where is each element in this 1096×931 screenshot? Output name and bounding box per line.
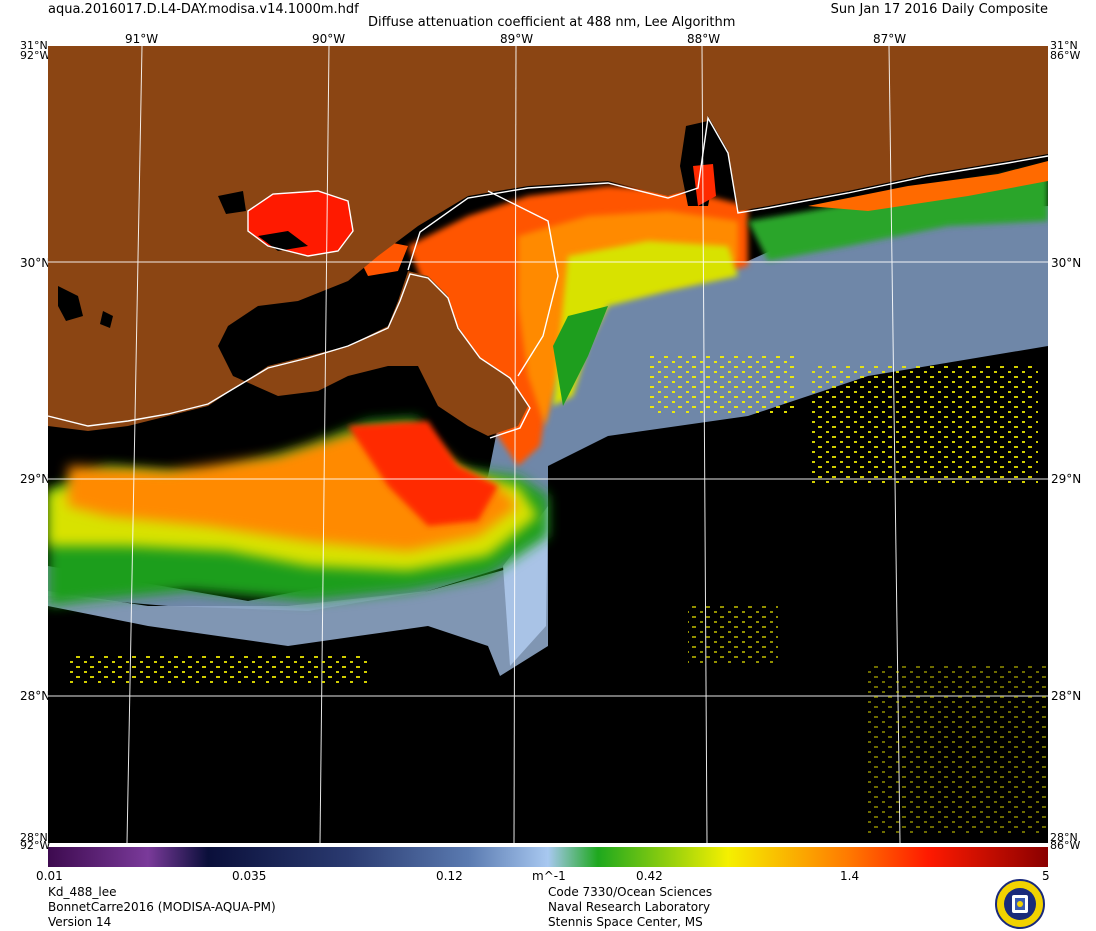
corner-bottom-right-lat: 28°N xyxy=(1050,831,1078,844)
cbar-tick-5: 5 xyxy=(1042,869,1050,883)
footer-dataset: BonnetCarre2016 (MODISA-AQUA-PM) xyxy=(48,900,276,914)
lat-label-30n-right: 30°N xyxy=(1051,256,1082,270)
map-title: Diffuse attenuation coefficient at 488 n… xyxy=(368,15,736,30)
lat-label-28n-right: 28°N xyxy=(1051,689,1082,703)
cbar-tick-0.42: 0.42 xyxy=(636,869,663,883)
speckle-noise xyxy=(68,356,1048,836)
lat-label-29n-right: 29°N xyxy=(1051,472,1082,486)
cbar-units: m^-1 xyxy=(532,869,566,883)
lat-label-29n-left: 29°N xyxy=(20,472,51,486)
footer-product: Kd_488_lee xyxy=(48,885,117,899)
lon-label-87w: 87°W xyxy=(873,32,907,46)
lat-label-30n-left: 30°N xyxy=(20,256,51,270)
corner-bottom-left-lon: 92°W xyxy=(20,839,51,852)
cbar-tick-0.035: 0.035 xyxy=(232,869,267,883)
footer-version: Version 14 xyxy=(48,915,112,929)
colorbar xyxy=(48,847,1048,867)
land-mass xyxy=(48,46,1048,436)
lon-label-91w: 91°W xyxy=(125,32,159,46)
coastline xyxy=(48,115,1048,439)
turbid-plume xyxy=(48,161,1048,606)
corner-top-right-lat: 31°N xyxy=(1050,39,1078,52)
footer-org: Naval Research Laboratory xyxy=(548,900,711,914)
corner-bottom-right-lon: 86°W xyxy=(1050,839,1081,852)
corner-top-right-lon: 86°W xyxy=(1050,49,1081,62)
corner-top-left-lat: 31°N xyxy=(20,39,48,52)
filename-label: aqua.2016017.D.L4-DAY.modisa.v14.1000m.h… xyxy=(48,2,359,17)
cbar-tick-1.4: 1.4 xyxy=(840,869,860,883)
lon-label-88w: 88°W xyxy=(687,32,721,46)
lon-label-90w: 90°W xyxy=(312,32,346,46)
lat-label-28n-left: 28°N xyxy=(20,689,51,703)
cbar-tick-0.01: 0.01 xyxy=(36,869,63,883)
kd488-map xyxy=(48,46,1048,843)
corner-top-left-lon: 92°W xyxy=(20,49,51,62)
corner-bottom-left-lat: 28°N xyxy=(20,831,48,844)
footer-location: Stennis Space Center, MS xyxy=(548,915,703,929)
footer-org-code: Code 7330/Ocean Sciences xyxy=(548,885,713,899)
lon-label-89w: 89°W xyxy=(500,32,534,46)
cbar-tick-0.12: 0.12 xyxy=(436,869,463,883)
nrl-seal-logo xyxy=(995,879,1045,929)
date-label: Sun Jan 17 2016 Daily Composite xyxy=(830,2,1048,17)
